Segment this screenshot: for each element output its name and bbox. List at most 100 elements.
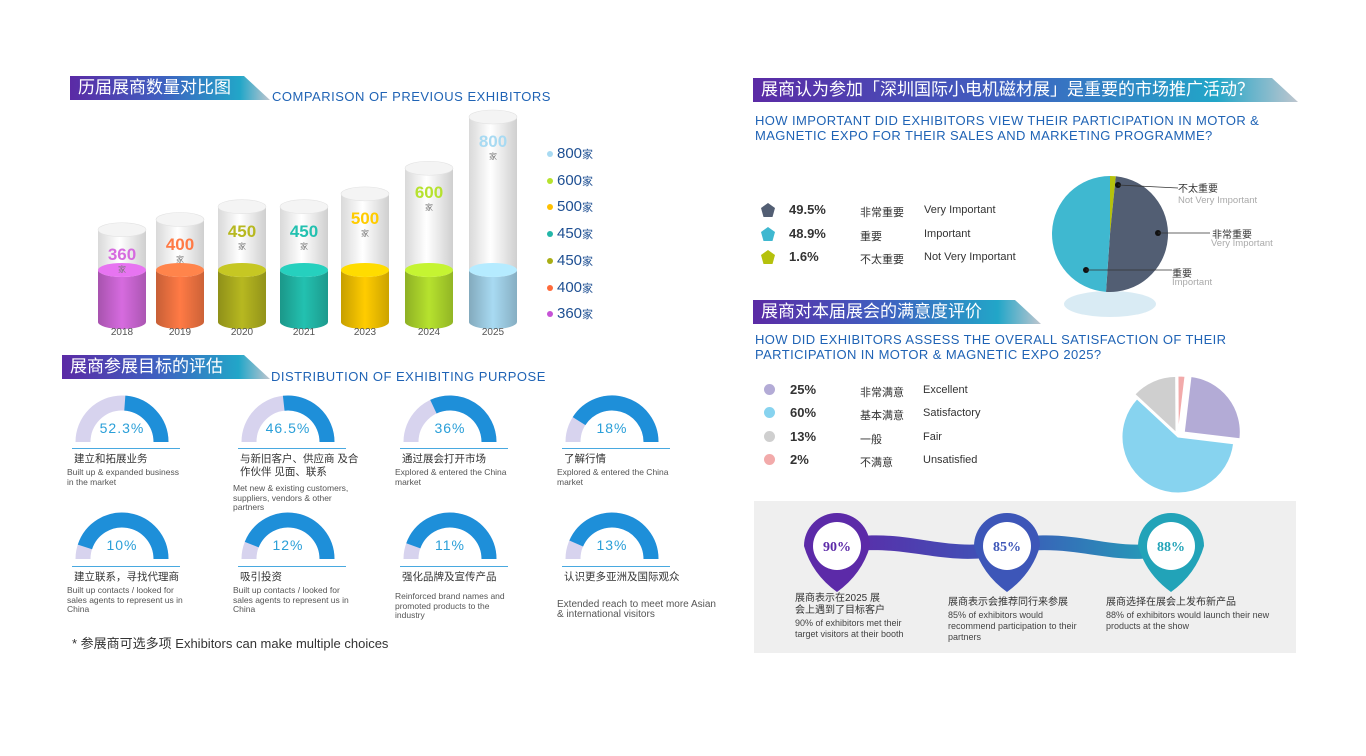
stat-pin: 88% <box>1138 513 1204 592</box>
legend-value: 600 <box>557 171 583 189</box>
cylinder-2024 <box>404 160 454 329</box>
cylinder-unit-label: 家 <box>489 152 497 161</box>
cylinder-2018 <box>97 222 147 329</box>
purpose-label-en: Built up contacts / looked for sales age… <box>233 585 349 614</box>
cylinder-2023 <box>340 186 390 329</box>
cylinder-cap <box>97 222 147 238</box>
importance-label-cn: 重要 <box>860 230 882 243</box>
purpose-gauge <box>241 395 335 443</box>
cylinder-value-label: 500 <box>350 208 380 228</box>
gauge-percent-label: 11% <box>435 537 465 553</box>
purpose-gauge <box>75 512 169 560</box>
purpose-label-en: Explored & entered the China market <box>557 467 669 487</box>
gauge-fill <box>569 512 659 560</box>
cylinder-cap <box>155 212 205 227</box>
satisfaction-title-banner: 展商对本届展会的满意度评价 <box>753 300 1041 324</box>
legend-value: 360 <box>557 305 583 323</box>
purpose-label-cn: 了解行情 <box>564 453 606 465</box>
purpose-label-en: Explored & entered the China market <box>395 467 507 487</box>
pie-slice <box>1183 375 1241 440</box>
stat-pin-center <box>1147 522 1195 570</box>
satisfaction-row: 25% 非常满意 Excellent <box>762 382 1062 400</box>
year-label: 2023 <box>353 327 377 338</box>
purpose-label-en: Reinforced brand names and promoted prod… <box>395 591 505 620</box>
importance-label-cn: 非常重要 <box>860 207 904 219</box>
gauge-percent-label: 18% <box>596 420 628 436</box>
purpose-subtitle: DISTRIBUTION OF EXHIBITING PURPOSE <box>271 369 546 384</box>
pentagon-icon <box>761 250 775 264</box>
legend-item: 800家 <box>547 145 593 162</box>
purpose-gauge <box>241 512 335 560</box>
year-label: 2024 <box>417 327 441 338</box>
pie-shadow <box>1064 291 1156 317</box>
cylinder-cap <box>279 199 329 214</box>
importance-title-banner: 展商认为参加「深圳国际小电机磁材展」是重要的市场推广活动？ <box>753 78 1298 102</box>
purpose-label-en: Extended reach to meet more Asian & inte… <box>557 599 716 620</box>
gauge-divider <box>562 566 670 567</box>
exhibitors-cylinder-chart <box>97 109 518 329</box>
importance-pie-chart <box>1051 176 1210 317</box>
purpose-label-cn: 吸引投资 <box>240 571 282 583</box>
cylinder-2021 <box>279 199 329 329</box>
cylinder-fill <box>341 270 389 329</box>
importance-label-en: Very Important <box>924 204 996 216</box>
exhibitors-subtitle: COMPARISON OF PREVIOUS EXHIBITORS <box>272 89 551 104</box>
purpose-title-banner: 展商参展目标的评估 <box>62 355 270 379</box>
legend-dot <box>547 231 553 238</box>
pie-slice <box>1121 398 1235 494</box>
exhibitors-title-banner: 历届展商数量对比图 <box>70 76 270 100</box>
cylinder-unit-label: 家 <box>361 228 369 238</box>
legend-item: 450家 <box>547 225 593 242</box>
gauge-fill <box>282 395 335 443</box>
gauge-fill <box>244 512 335 560</box>
legend-unit: 家 <box>582 229 594 242</box>
cylinder-fill-top <box>341 263 389 277</box>
legend-value: 500 <box>557 198 583 216</box>
legend-dot <box>547 177 553 184</box>
cylinder-cap <box>340 186 390 202</box>
gauge-fill <box>123 395 169 443</box>
importance-percent: 49.5% <box>789 202 826 217</box>
cylinder-fill-top <box>156 263 204 277</box>
purpose-label-cn: 通过展会打开市场 <box>402 453 486 465</box>
satisfaction-label-en: Excellent <box>923 384 968 396</box>
legend-unit: 家 <box>582 149 594 161</box>
satisfaction-label-cn: 非常满意 <box>860 387 904 399</box>
stats-connector-graphic: 90% 85% 88% <box>804 513 1204 592</box>
cylinder-fill <box>218 270 266 329</box>
importance-row: 49.5% 非常重要 Very Important <box>760 202 1060 220</box>
cylinder-body <box>469 117 517 277</box>
gauge-fill <box>77 512 169 560</box>
pentagon-icon <box>761 226 775 241</box>
stat-pin-center <box>813 522 861 570</box>
gauge-fill <box>572 395 659 443</box>
purpose-label-en: Built up contacts / looked for sales age… <box>67 585 183 614</box>
gauge-divider <box>72 566 180 567</box>
importance-label-cn: 不太重要 <box>860 254 904 266</box>
purpose-gauge <box>403 395 497 443</box>
gauge-percent-label: 10% <box>106 537 138 553</box>
purpose-label-en: Built up & expanded business in the mark… <box>67 467 179 487</box>
gauge-divider <box>400 566 508 567</box>
cylinder-fill <box>98 270 146 329</box>
purpose-label-cn: 与新旧客户、供应商 及合作伙伴 见面、联系 <box>240 453 359 478</box>
pie-slice <box>1134 375 1177 434</box>
importance-row: 48.9% 重要 Important <box>760 226 1060 244</box>
cylinder-value-label: 450 <box>289 221 319 241</box>
stat-label-cn: 展商表示会推荐同行来参展 <box>948 597 1068 608</box>
importance-row: 1.6% 不太重要 Not Very Important <box>760 249 1060 267</box>
stat-pin-center <box>983 522 1031 570</box>
legend-dot <box>764 384 775 395</box>
year-label: 2019 <box>168 327 192 338</box>
importance-percent: 1.6% <box>789 249 819 264</box>
satisfaction-label-en: Unsatisfied <box>923 453 978 466</box>
cylinder-fill <box>405 270 453 329</box>
stat-label-cn: 展商表示在2025 展会上遇到了目标客户 <box>795 593 885 616</box>
cylinder-2025 <box>468 109 518 329</box>
satisfaction-row: 2% 不满意 Unsatisfied <box>762 452 1062 470</box>
legend-unit: 家 <box>582 255 594 268</box>
cylinder-fill-top <box>218 263 266 277</box>
satisfaction-label-cn: 一般 <box>860 433 882 446</box>
legend-dot <box>547 204 553 211</box>
cylinder-value-label: 800 <box>478 132 508 151</box>
